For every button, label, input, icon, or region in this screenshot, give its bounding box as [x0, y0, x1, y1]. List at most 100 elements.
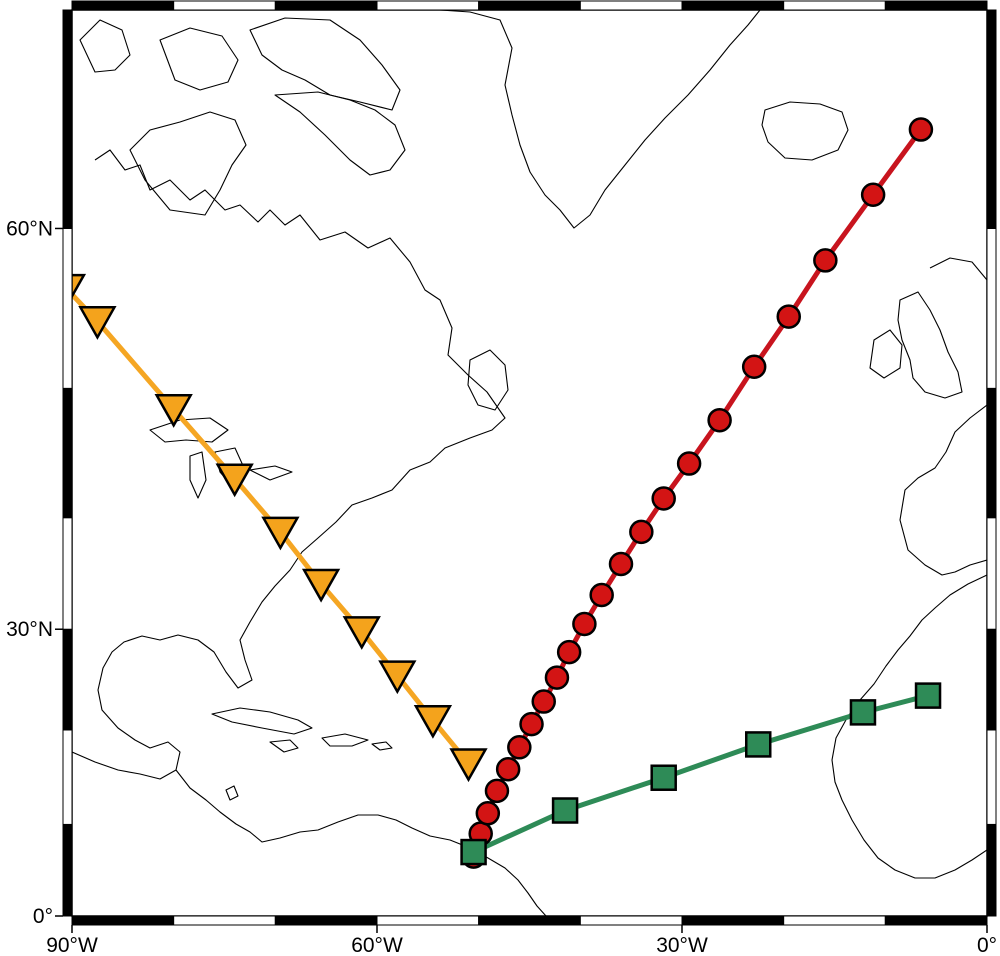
circle-marker [556, 639, 582, 665]
triangle-marker [378, 660, 417, 695]
circle-marker [629, 519, 654, 545]
map-area [72, 10, 987, 916]
triangle-marker [413, 704, 453, 739]
frame-segment-bottom [884, 915, 988, 926]
frame-segment-bottom [681, 915, 785, 926]
circle-marker [589, 582, 614, 608]
x-tick-label: 30°W [656, 934, 708, 956]
square-marker [849, 699, 877, 726]
hudson-bay [129, 111, 247, 216]
frame-segment-top [173, 0, 276, 11]
map-frame [62, 0, 997, 926]
circle-marker [608, 551, 634, 577]
circle-marker [507, 735, 532, 760]
circle-marker [519, 711, 544, 737]
triangle-marker [215, 463, 254, 498]
frame-segment-left [62, 9, 73, 229]
circle-marker [741, 354, 767, 380]
triangle-marker [72, 273, 87, 299]
frame-segment-top [376, 0, 480, 11]
triangle-marker [342, 616, 381, 650]
north-america-west-edge [72, 751, 177, 780]
circle-marker [651, 486, 676, 511]
frame-segment-top [274, 0, 378, 11]
europe-africa-coastline [831, 404, 987, 879]
arctic-island-2 [159, 27, 239, 91]
axis-x: 90°W 60°W 30°W 0° [46, 925, 997, 956]
frame-segment-left [62, 823, 73, 917]
circle-marker [908, 117, 934, 142]
square-marker [460, 838, 487, 866]
frame-segment-top [884, 0, 988, 11]
frame-segment-bottom [478, 915, 581, 926]
coastlines [72, 10, 987, 916]
frame-segment-bottom [173, 915, 276, 926]
great-lakes [149, 417, 293, 499]
frame-segment-bottom [376, 915, 480, 926]
frame-segment-bottom [274, 915, 378, 926]
track-markers [72, 117, 942, 869]
north-america-coastline [94, 149, 547, 916]
x-tick-label: 90°W [46, 934, 98, 956]
frame-segment-bottom [579, 915, 683, 926]
frame-segment-right [986, 227, 997, 389]
arctic-island-1 [79, 19, 131, 73]
square-marker [551, 797, 579, 824]
iceland [761, 101, 849, 161]
circle-marker [813, 248, 838, 273]
frame-segment-top [783, 0, 886, 11]
frame-segment-right [986, 628, 997, 731]
x-tick-label: 0° [977, 934, 997, 956]
circle-marker [707, 407, 732, 433]
frame-segment-left [62, 628, 73, 731]
frame-segment-left [62, 387, 73, 519]
square-marker [650, 764, 677, 791]
x-tick-label: 60°W [351, 934, 403, 956]
triangle-marker [301, 568, 341, 603]
triangle-marker [154, 394, 193, 428]
circle-marker [676, 451, 702, 476]
frame-segment-left [62, 729, 73, 825]
y-tick-label: 60°N [6, 217, 53, 240]
triangle-marker [78, 306, 117, 340]
circle-marker [572, 611, 597, 637]
frame-segment-top [478, 0, 581, 11]
frame-segment-right [986, 517, 997, 630]
y-tick-label: 0° [33, 905, 53, 928]
track-line-inverted-triangle [72, 290, 471, 766]
baffin-island [274, 91, 406, 176]
lake-nicaragua [225, 785, 239, 801]
axis-y: 0° 30°N 60°N [6, 217, 63, 928]
newfoundland [467, 349, 509, 411]
frame-segment-left [62, 227, 73, 389]
square-marker [745, 731, 772, 758]
circle-marker [475, 801, 501, 826]
great-britain [897, 291, 963, 399]
circle-marker [495, 756, 521, 782]
square-marker [914, 682, 942, 709]
ireland [869, 329, 903, 379]
circle-marker [776, 304, 801, 329]
frame-segment-top [579, 0, 683, 11]
greenland [439, 10, 761, 229]
triangle-marker [449, 748, 488, 783]
frame-segment-right [986, 9, 997, 229]
circle-marker [531, 689, 556, 714]
frame-segment-bottom [71, 915, 175, 926]
frame-segment-right [986, 729, 997, 825]
circle-marker [544, 665, 570, 690]
circle-marker [484, 778, 510, 804]
frame-segment-right [986, 823, 997, 917]
scandinavia-edge [929, 257, 987, 281]
frame-segment-top [681, 0, 785, 11]
triangle-marker [261, 516, 300, 551]
frame-segment-left [62, 517, 73, 630]
y-tick-label: 30°N [6, 618, 53, 641]
frame-segment-bottom [783, 915, 886, 926]
caribbean-islands [211, 707, 393, 753]
frame-segment-right [986, 387, 997, 519]
arctic-island-3 [249, 17, 401, 111]
frame-segment-top [71, 0, 175, 11]
circle-marker [860, 182, 886, 207]
